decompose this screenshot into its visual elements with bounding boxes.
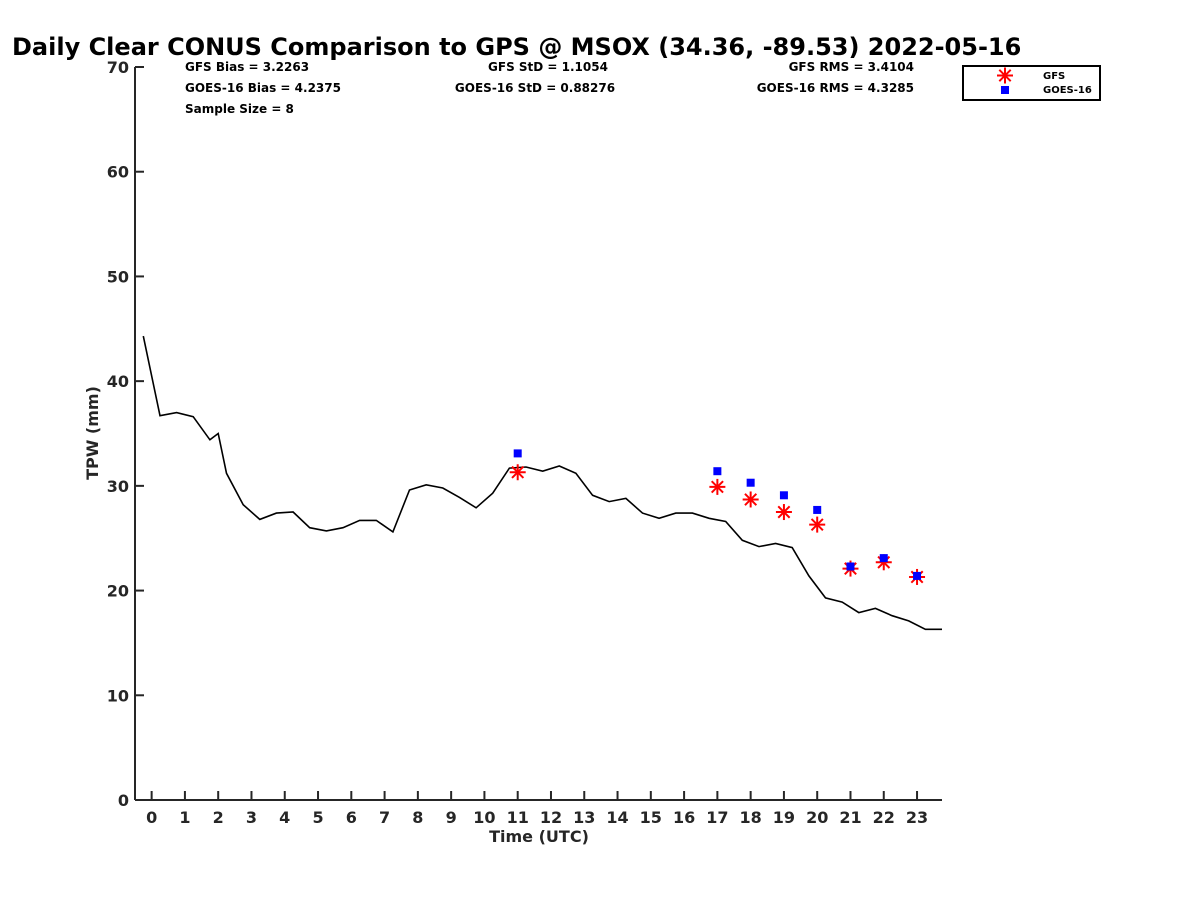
x-tick-label: 5 (312, 808, 323, 827)
gfs-marker (742, 491, 759, 508)
chart-title: Daily Clear CONUS Comparison to GPS @ MS… (12, 33, 1021, 61)
x-tick-label: 1 (179, 808, 190, 827)
goes-marker (879, 554, 888, 563)
x-ticks: 0 1 2 3 4 5 6 7 8 9 10 11 12 13 14 15 16 17 18 19 20 21 22 23 (146, 791, 928, 827)
goes-marker (813, 505, 822, 514)
y-tick-label: 50 (107, 267, 129, 286)
x-tick-label: 16 (673, 808, 695, 827)
goes-marker (779, 491, 788, 500)
plot-area (142, 335, 942, 631)
x-tick-label: 22 (873, 808, 895, 827)
x-tick-label: 8 (412, 808, 423, 827)
gfs-marker (775, 504, 792, 521)
gfs-std-stat: GFS StD = 1.1054 (488, 60, 608, 74)
x-tick-label: 12 (540, 808, 562, 827)
y-tick-label: 10 (107, 686, 129, 705)
gfs-marker (809, 516, 826, 533)
x-tick-label: 19 (773, 808, 795, 827)
y-tick-label: 70 (107, 58, 129, 77)
x-tick-label: 2 (213, 808, 224, 827)
y-axis-label: TPW (mm) (83, 386, 102, 480)
x-tick-label: 7 (379, 808, 390, 827)
y-tick-label: 40 (107, 372, 129, 391)
legend-goes-square-icon (1001, 86, 1009, 94)
y-tick-label: 0 (118, 791, 129, 810)
x-tick-label: 4 (279, 808, 290, 827)
goes-marker (913, 571, 922, 580)
axes (134, 67, 942, 801)
x-tick-label: 21 (839, 808, 861, 827)
y-tick-label: 60 (107, 163, 129, 182)
goes-markers (513, 449, 922, 580)
x-tick-label: 23 (906, 808, 928, 827)
x-tick-label: 14 (606, 808, 628, 827)
sample-size-stat: Sample Size = 8 (185, 102, 294, 116)
x-tick-label: 6 (346, 808, 357, 827)
x-tick-label: 13 (573, 808, 595, 827)
goes-bias-stat: GOES-16 Bias = 4.2375 (185, 81, 341, 95)
x-tick-label: 10 (473, 808, 495, 827)
y-tick-label: 20 (107, 582, 129, 601)
legend-box (962, 65, 1101, 101)
legend: GFS GOES-16 (962, 65, 1101, 101)
gfs-rms-stat: GFS RMS = 3.4104 (789, 60, 914, 74)
x-tick-label: 18 (740, 808, 762, 827)
x-tick-label: 20 (806, 808, 828, 827)
x-tick-label: 11 (507, 808, 529, 827)
gfs-markers (509, 464, 926, 585)
x-tick-label: 9 (446, 808, 457, 827)
goes-marker (713, 467, 722, 476)
x-tick-label: 15 (640, 808, 662, 827)
goes-marker (846, 562, 855, 571)
gfs-marker (709, 478, 726, 495)
legend-gfs-star-icon (997, 67, 1013, 84)
y-tick-label: 30 (107, 477, 129, 496)
goes-rms-stat: GOES-16 RMS = 4.3285 (757, 81, 914, 95)
y-ticks: 0 10 20 30 40 50 60 70 (107, 58, 144, 810)
gps-series-line (142, 335, 942, 631)
x-tick-label: 0 (146, 808, 157, 827)
legend-label-gfs: GFS (1043, 71, 1065, 82)
goes-marker (513, 449, 522, 458)
gfs-marker (509, 464, 526, 481)
goes-std-stat: GOES-16 StD = 0.88276 (455, 81, 615, 95)
goes-marker (746, 478, 755, 487)
x-axis-label: Time (UTC) (489, 827, 589, 846)
x-tick-label: 17 (706, 808, 728, 827)
legend-label-goes: GOES-16 (1043, 85, 1092, 96)
gfs-bias-stat: GFS Bias = 3.2263 (185, 60, 309, 74)
x-tick-label: 3 (246, 808, 257, 827)
